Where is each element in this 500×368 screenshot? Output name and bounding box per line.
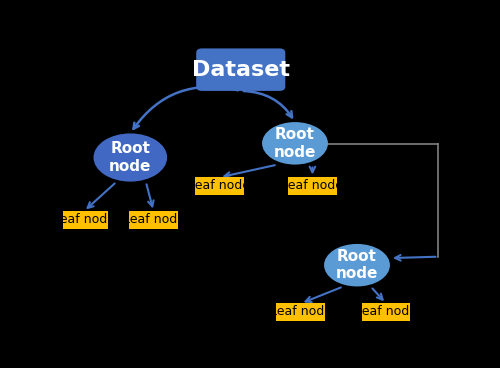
FancyBboxPatch shape [196, 49, 286, 91]
Ellipse shape [262, 122, 328, 164]
FancyBboxPatch shape [195, 177, 244, 195]
FancyBboxPatch shape [60, 211, 108, 229]
Text: Leaf node: Leaf node [188, 179, 250, 192]
Ellipse shape [94, 134, 167, 181]
Text: Root
node: Root node [109, 141, 152, 174]
FancyBboxPatch shape [288, 177, 337, 195]
Text: Dataset: Dataset [192, 60, 290, 79]
Ellipse shape [324, 244, 390, 286]
Text: Leaf node: Leaf node [282, 179, 344, 192]
FancyBboxPatch shape [276, 303, 325, 321]
Text: Leaf node: Leaf node [122, 213, 184, 226]
Text: Leaf node: Leaf node [270, 305, 332, 318]
FancyBboxPatch shape [129, 211, 178, 229]
FancyBboxPatch shape [362, 303, 410, 321]
Text: Root
node: Root node [274, 127, 316, 160]
Text: Root
node: Root node [336, 249, 378, 282]
Text: Leaf node: Leaf node [53, 213, 115, 226]
Text: Leaf node: Leaf node [355, 305, 417, 318]
